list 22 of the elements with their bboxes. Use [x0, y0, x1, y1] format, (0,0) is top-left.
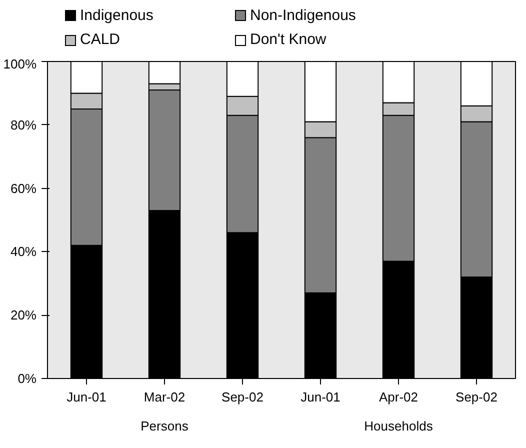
x-tick-label: Apr-02 [378, 389, 418, 404]
x-tick-label: Sep-02 [222, 389, 264, 404]
legend-item: CALD [65, 29, 215, 51]
legend-label: Don't Know [250, 30, 326, 50]
y-tick-label: 0% [18, 370, 37, 386]
y-tick-label: 20% [10, 307, 37, 322]
y-tick-label: 60% [10, 180, 37, 196]
legend-item: Indigenous [65, 5, 215, 26]
legend-item: Don't Know [235, 29, 385, 51]
y-tick-label: 40% [10, 244, 37, 260]
text: Persons [140, 418, 189, 434]
legend-item: Non-Indigenous [235, 5, 385, 26]
x-tick-label: Mar-02 [144, 389, 186, 404]
legend-label: Indigenous [80, 6, 154, 26]
x-tick-label: Jun-01 [66, 389, 106, 404]
y-tick-label: 80% [10, 117, 37, 132]
legend-label: Non-Indigenous [250, 6, 356, 26]
x-tick-label: Jun-01 [300, 389, 340, 404]
x-tick-label: Sep-02 [456, 389, 498, 404]
text: Households [364, 418, 434, 434]
legend-label: CALD [80, 30, 120, 50]
y-tick-label: 100% [3, 56, 37, 72]
